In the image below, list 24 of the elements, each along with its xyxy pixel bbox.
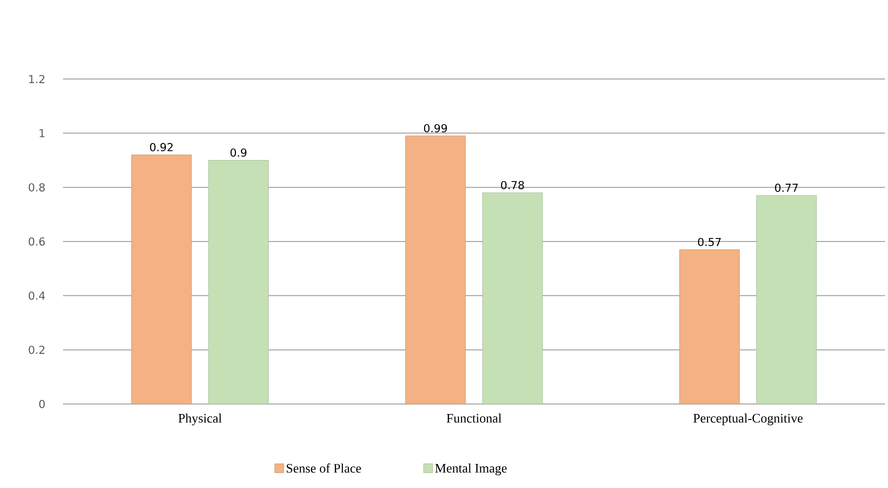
data-label: 0.92	[150, 143, 173, 152]
y-tick-label: 1.2	[29, 74, 44, 84]
x-tick-label: Perceptual-Cognitive	[693, 414, 803, 426]
y-tick-label: 0	[39, 400, 45, 408]
y-tick-label: 0.2	[28, 346, 44, 354]
legend-label: Sense of Place	[286, 463, 361, 473]
bar	[756, 195, 817, 404]
bar	[679, 249, 740, 404]
y-tick-label: 0.6	[28, 237, 45, 246]
data-label: 0.57	[698, 238, 721, 246]
bar	[131, 154, 192, 404]
data-label: 0.9	[230, 148, 246, 157]
legend-label: Mental Image	[435, 464, 507, 476]
data-label: 0.78	[501, 180, 524, 190]
bar	[208, 160, 269, 404]
data-label: 0.77	[775, 184, 798, 192]
bar	[482, 192, 543, 404]
y-tick-label: 0.8	[28, 183, 45, 192]
bar	[405, 136, 466, 404]
y-tick-label: 1	[40, 129, 44, 138]
data-label: 0.99	[424, 124, 447, 132]
x-tick-label: Physical	[178, 414, 222, 426]
y-tick-label: 0.4	[28, 292, 45, 300]
x-tick-label: Functional	[446, 414, 502, 423]
